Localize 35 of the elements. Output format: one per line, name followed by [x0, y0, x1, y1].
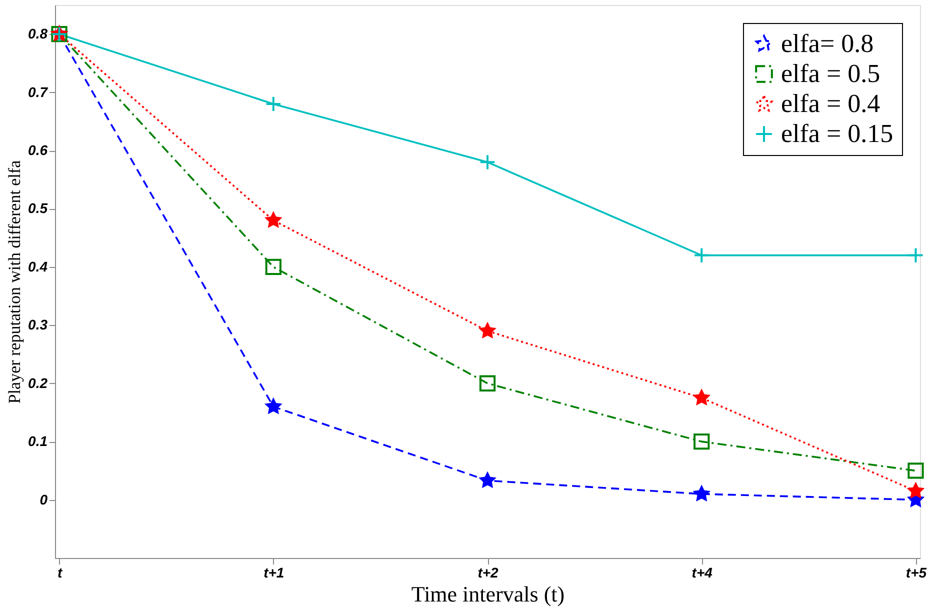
x-tick-label: t+1 — [264, 564, 284, 580]
point — [908, 247, 924, 264]
y-tick-label: 0.4 — [28, 258, 48, 274]
x-tick-label: t+5 — [906, 564, 927, 580]
point — [479, 375, 496, 392]
point — [265, 258, 282, 276]
point — [694, 486, 710, 501]
point — [694, 390, 710, 405]
point — [908, 482, 924, 498]
point — [479, 154, 496, 170]
y-tick-label: 0.8 — [28, 26, 48, 42]
y-tick-label: 0.5 — [28, 200, 48, 216]
point — [694, 434, 710, 450]
point — [480, 322, 496, 338]
point — [266, 398, 282, 414]
legend-label: elfa = 0.5 — [781, 59, 880, 88]
legend-label: elfa= 0.8 — [781, 29, 874, 58]
point — [908, 462, 924, 479]
x-tick-label: t+4 — [692, 564, 713, 580]
y-tick-label: 0.7 — [28, 84, 49, 100]
point — [694, 247, 710, 264]
point — [266, 212, 282, 228]
legend-label: elfa = 0.4 — [781, 89, 880, 118]
y-tick-label: 0 — [40, 491, 48, 508]
y-axis-title: Player reputation with different elfa — [5, 160, 24, 404]
y-tick-label: 0.6 — [28, 142, 48, 158]
x-axis-title: Time intervals (t) — [411, 582, 565, 606]
y-tick-label: 0.3 — [28, 316, 48, 333]
point — [265, 96, 282, 112]
x-tick-label: t+2 — [478, 564, 499, 580]
y-tick-label: 0.1 — [28, 433, 48, 450]
y-tick-label: 0.2 — [28, 374, 48, 391]
x-tick-label: t — [57, 564, 64, 580]
point — [480, 472, 496, 488]
legend-label: elfa = 0.15 — [781, 119, 894, 148]
